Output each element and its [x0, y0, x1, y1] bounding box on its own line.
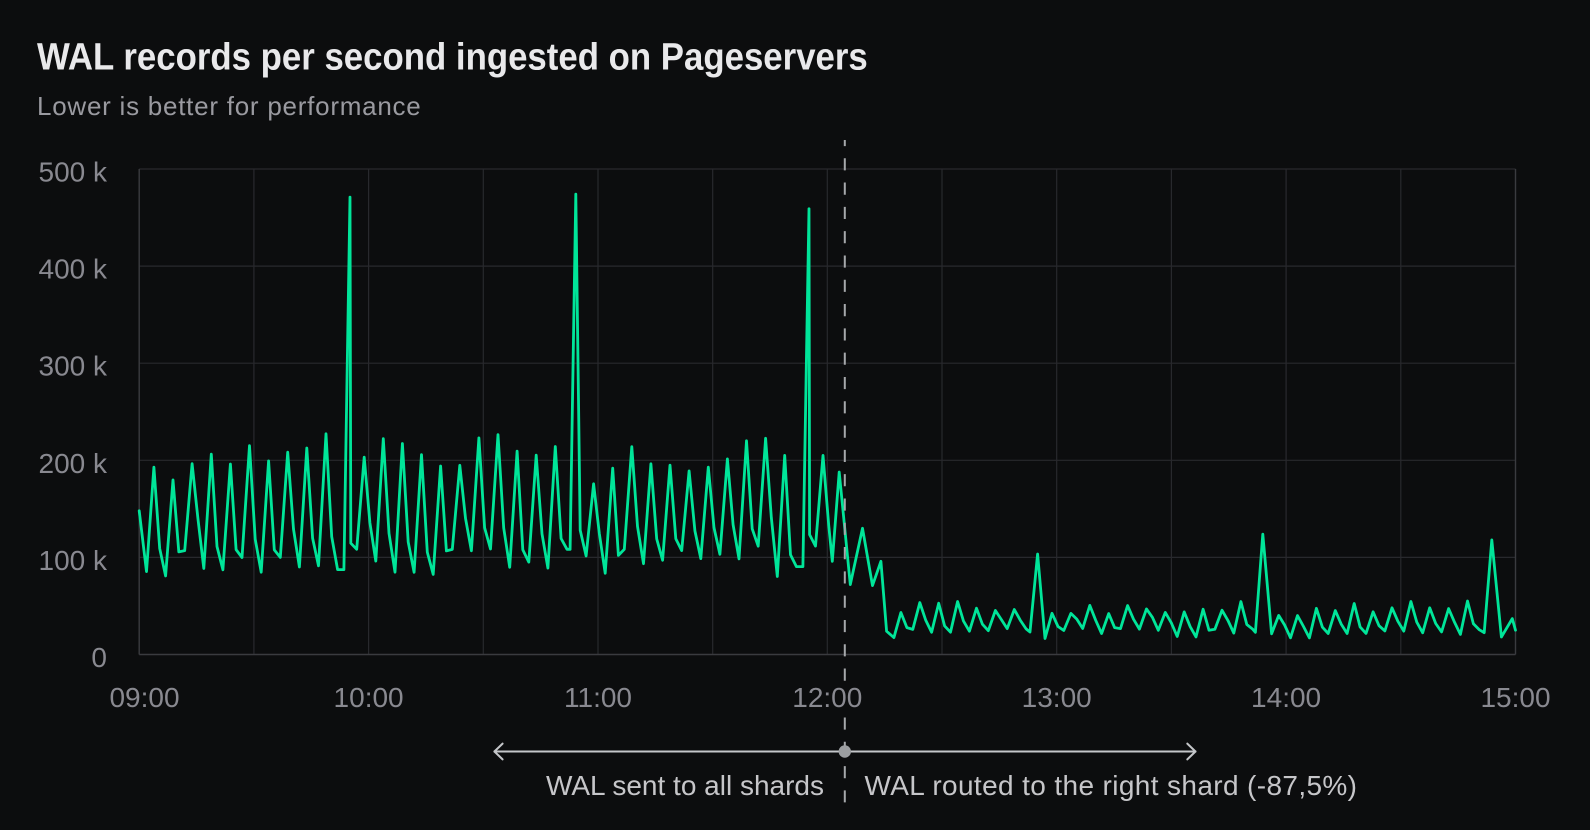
- svg-text:500 k: 500 k: [39, 157, 108, 188]
- svg-text:200 k: 200 k: [39, 448, 108, 479]
- svg-text:14:00: 14:00: [1251, 682, 1321, 713]
- svg-text:400 k: 400 k: [39, 254, 108, 285]
- svg-text:WAL routed to the right shard: WAL routed to the right shard (-87,5%): [865, 770, 1358, 801]
- svg-text:09:00: 09:00: [109, 682, 179, 713]
- svg-text:WAL sent to all shards: WAL sent to all shards: [546, 770, 824, 801]
- svg-text:WAL records per second ingeste: WAL records per second ingested on Pages…: [37, 35, 868, 78]
- svg-text:15:00: 15:00: [1480, 682, 1550, 713]
- svg-text:300 k: 300 k: [39, 351, 108, 382]
- svg-text:13:00: 13:00: [1022, 682, 1092, 713]
- svg-text:11:00: 11:00: [564, 682, 632, 713]
- svg-text:Lower is better for performanc: Lower is better for performance: [37, 91, 422, 121]
- svg-text:0: 0: [91, 642, 107, 673]
- svg-text:10:00: 10:00: [334, 682, 404, 713]
- svg-text:100 k: 100 k: [39, 545, 108, 576]
- svg-text:12:00: 12:00: [792, 682, 862, 713]
